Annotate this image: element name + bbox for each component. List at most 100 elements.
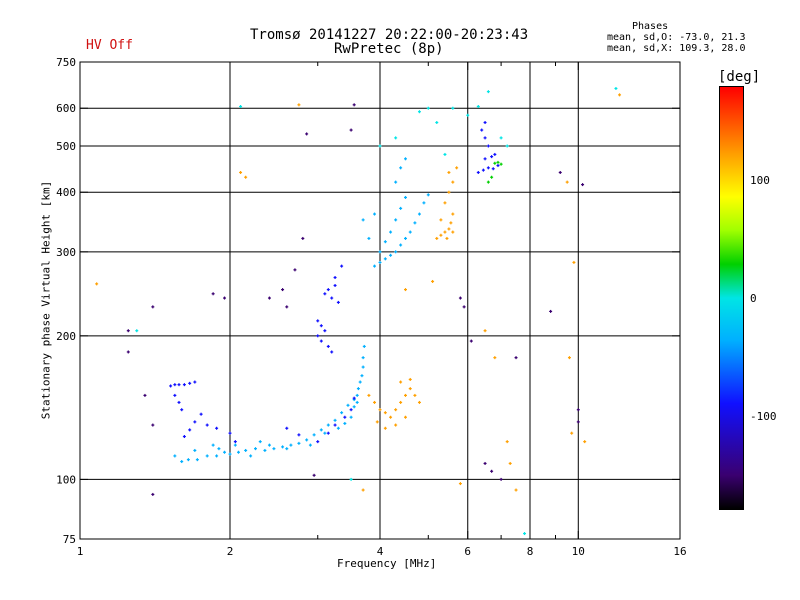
echo-point — [486, 180, 490, 184]
colorbar-ticks: 100 0 -100 — [719, 174, 777, 423]
echo-point — [408, 230, 412, 234]
echo-point — [173, 454, 177, 458]
echo-point — [211, 443, 215, 447]
echo-point — [523, 532, 527, 536]
echo-point — [173, 393, 177, 397]
x-axis-label: Frequency [MHz] — [337, 557, 437, 570]
echo-point — [499, 162, 503, 166]
echo-point — [417, 400, 421, 404]
echo-point — [483, 157, 487, 161]
echo-point — [193, 448, 197, 452]
echo-point — [493, 161, 497, 165]
echo-point — [340, 411, 344, 415]
echo-point — [297, 441, 301, 445]
echo-point — [285, 426, 289, 430]
echo-point — [403, 415, 407, 419]
echo-point — [305, 438, 309, 442]
echo-point — [349, 128, 353, 132]
echo-point — [126, 329, 130, 333]
chart-subtitle: RwPretec (8p) — [334, 41, 444, 57]
echo-point — [483, 329, 487, 333]
y-tick-label: 750 — [56, 56, 76, 69]
x-tick-label: 4 — [377, 545, 384, 558]
echo-point — [326, 423, 330, 427]
echo-point — [223, 450, 227, 454]
echo-point — [499, 136, 503, 140]
echo-point — [236, 450, 240, 454]
echo-point — [323, 329, 327, 333]
echo-point — [399, 243, 403, 247]
echo-point — [572, 260, 576, 264]
echo-point — [289, 443, 293, 447]
y-tick-label: 500 — [56, 140, 76, 153]
echo-point — [326, 288, 330, 292]
echo-point — [490, 175, 494, 179]
echo-point — [383, 257, 387, 261]
echo-point — [399, 380, 403, 384]
echo-point — [182, 435, 186, 439]
echo-point — [215, 426, 219, 430]
echo-point — [439, 218, 443, 222]
echo-point — [193, 380, 197, 384]
echo-point — [361, 365, 365, 369]
echo-point — [323, 292, 327, 296]
echo-point — [514, 356, 518, 360]
echo-point — [188, 381, 192, 385]
echo-point — [352, 405, 356, 409]
echo-point — [389, 230, 393, 234]
echo-point — [496, 160, 500, 164]
echo-point — [205, 454, 209, 458]
echo-point — [486, 90, 490, 94]
echo-point — [614, 86, 618, 90]
echo-point — [301, 236, 305, 240]
echo-point — [435, 236, 439, 240]
echo-point — [258, 440, 262, 444]
echo-point — [349, 408, 353, 412]
echo-point — [312, 433, 316, 437]
echo-point — [95, 282, 99, 286]
echo-point — [486, 166, 490, 170]
echo-point — [330, 296, 334, 300]
echo-point — [211, 292, 215, 296]
echo-point — [249, 454, 253, 458]
echo-point — [195, 458, 199, 462]
echo-point — [565, 180, 569, 184]
echo-point — [426, 193, 430, 197]
echo-point — [285, 305, 289, 309]
echo-point — [403, 157, 407, 161]
echo-point — [378, 144, 382, 148]
echo-point — [312, 473, 316, 477]
colorbar-label: [deg] — [718, 69, 761, 85]
echo-point — [469, 339, 473, 343]
echo-point — [333, 423, 337, 427]
grid-lines — [80, 62, 680, 539]
echo-point — [576, 420, 580, 424]
echo-point — [458, 296, 462, 300]
echo-point — [490, 469, 494, 473]
echo-point — [305, 132, 309, 136]
echo-point — [451, 212, 455, 216]
phases-x-stats: mean, sd,X: 109.3, 28.0 — [607, 43, 746, 54]
echo-points — [95, 86, 622, 536]
echo-point — [180, 408, 184, 412]
echo-point — [361, 356, 365, 360]
echo-point — [447, 190, 451, 194]
echo-point — [263, 448, 267, 452]
echo-point — [403, 393, 407, 397]
echo-point — [413, 221, 417, 225]
echo-point — [417, 110, 421, 114]
echo-point — [316, 440, 320, 444]
y-tick-label: 200 — [56, 330, 76, 343]
phases-o-stats: mean, sd,O: -73.0, 21.3 — [607, 32, 746, 43]
echo-point — [367, 236, 371, 240]
echo-point — [253, 447, 257, 451]
phases-title: Phases — [632, 21, 669, 32]
echo-point — [483, 121, 487, 125]
echo-point — [499, 477, 503, 481]
echo-point — [349, 477, 353, 481]
echo-point — [343, 421, 347, 425]
echo-point — [356, 387, 360, 391]
echo-point — [451, 180, 455, 184]
echo-point — [316, 334, 320, 338]
y-tick-label: 400 — [56, 186, 76, 199]
